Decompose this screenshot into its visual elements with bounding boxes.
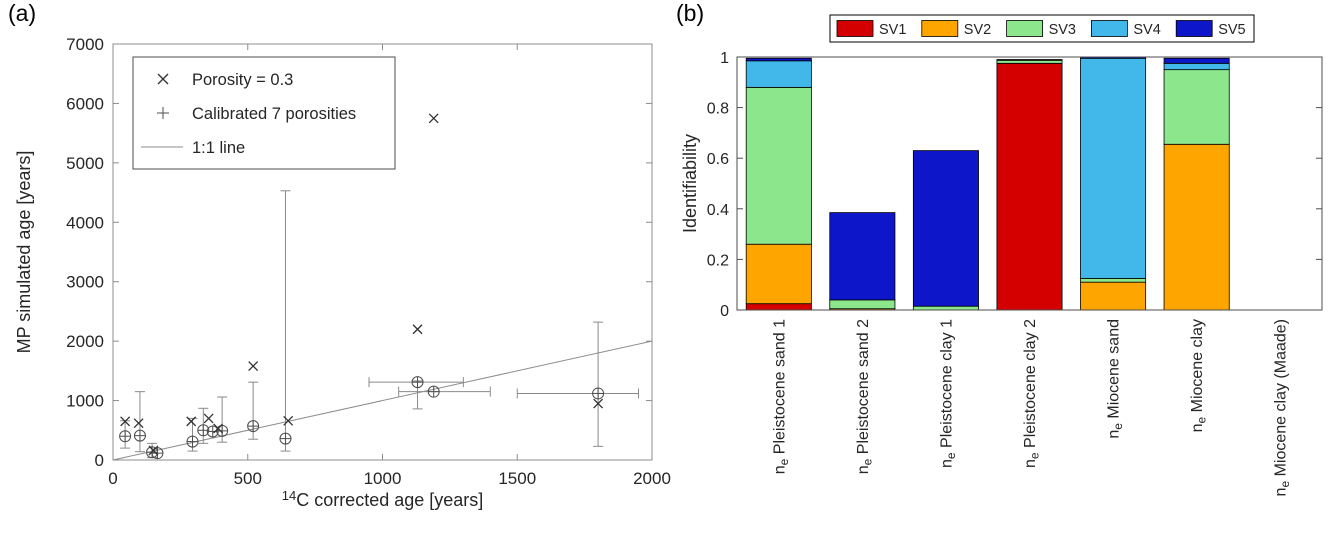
bar-segment-sv1-cat1 [745, 303, 812, 311]
bar-segment-sv5-cat6 [1163, 57, 1230, 64]
y-tick-label: 0 [95, 451, 104, 470]
x-tick-label: 0 [108, 469, 117, 488]
legend-label: Calibrated 7 porosities [192, 105, 356, 123]
x-category-label: ne Miocene sand [1106, 319, 1126, 439]
y-axis-label: Identifiability [680, 134, 700, 233]
x-category-label: ne Pleistocene sand 1 [771, 319, 791, 474]
legend-swatch-sv4 [1090, 20, 1128, 37]
y-tick-label: 0.8 [707, 101, 729, 118]
legend-x-marker [157, 73, 169, 85]
bar-segment-sv4-cat5 [1080, 57, 1147, 279]
bar-segment-sv2-cat5 [1080, 281, 1147, 311]
stacked-bar-panel-b: 0 0.2 0.4 0.6 0.8 1 Identifiability ne Pleistoc… [680, 14, 1323, 496]
bar-segment-sv4-cat1 [745, 60, 812, 88]
y-tick-label: 2000 [66, 332, 104, 351]
y-tick-label: 5000 [66, 154, 104, 173]
y-tick-label: 6000 [66, 94, 104, 113]
porosity-marker-x [283, 415, 294, 426]
x-tick-label: 500 [234, 469, 262, 488]
legend-label: 1:1 line [192, 139, 245, 157]
porosity-marker-x [593, 398, 604, 409]
legend-label: Porosity = 0.3 [192, 71, 293, 89]
bar-segment-sv3-cat2 [829, 299, 896, 310]
legend-swatch-sv3 [1006, 20, 1044, 37]
porosity-marker-x [203, 413, 214, 424]
scatter-plot-panel-a: 0 500 1000 1500 2000 0 1000 2000 3000 4000 5000 600… [14, 35, 671, 510]
panel-b-label: (b) [676, 0, 705, 26]
legend-label: SV4 [1133, 22, 1160, 38]
porosity-marker-x [120, 416, 131, 427]
bar-segment-sv1-cat4 [996, 62, 1063, 311]
bar-segment-sv4-cat6 [1163, 62, 1230, 71]
legend-swatch-sv2 [921, 20, 959, 37]
bar-segment-sv3-cat3 [912, 305, 979, 311]
bar-segment-sv5-cat4 [996, 59, 1063, 61]
bar-segment-sv3-cat1 [745, 86, 812, 245]
y-tick-label: 0.4 [707, 202, 729, 219]
porosity-marker-x [133, 418, 144, 429]
bar-segment-sv3-cat5 [1080, 277, 1147, 283]
porosity-marker-x [412, 324, 423, 335]
bar-segment-sv2-cat1 [745, 243, 812, 305]
y-tick-label: 7000 [66, 35, 104, 54]
porosity-marker-x [186, 416, 197, 427]
porosity-marker-x [428, 113, 439, 124]
y-tick-label: 0.6 [707, 151, 729, 168]
x-tick-label: 2000 [633, 469, 671, 488]
panel-a-label: (a) [8, 0, 37, 26]
y-tick-label: 4000 [66, 213, 104, 232]
y-tick-label: 1 [720, 50, 729, 67]
porosity-marker-x [148, 445, 159, 456]
legend-swatch-sv1 [836, 20, 874, 37]
x-axis-label: 14C corrected age [years] [282, 488, 484, 510]
x-tick-label: 1000 [364, 469, 402, 488]
bar-segment-sv3-cat6 [1163, 69, 1230, 145]
legend-label: SV3 [1049, 22, 1076, 38]
legend-swatch-sv5 [1175, 20, 1213, 37]
y-tick-label: 0.2 [707, 252, 729, 269]
porosity-marker-x [213, 423, 224, 434]
bar-segment-sv3-cat4 [996, 59, 1063, 64]
porosity-marker-x [248, 361, 259, 372]
legend-label: SV1 [879, 22, 906, 38]
y-axis-label: MP simulated age [years] [14, 151, 34, 354]
x-category-label: ne Pleistocene sand 2 [855, 319, 875, 474]
x-category-label: ne Pleistocene clay 2 [1022, 319, 1042, 468]
x-category-label: ne Miocene clay [1189, 319, 1209, 432]
y-tick-label: 3000 [66, 273, 104, 292]
bar-segment-sv5-cat3 [912, 150, 979, 307]
bar-segment-sv2-cat6 [1163, 143, 1230, 311]
y-tick-label: 1000 [66, 392, 104, 411]
bar-segment-sv5-cat1 [745, 57, 812, 62]
legend-box [132, 56, 396, 170]
legend-label: SV5 [1218, 22, 1245, 38]
bar-segment-sv5-cat2 [829, 212, 896, 301]
y-tick-label: 0 [720, 303, 729, 320]
plot-box [736, 56, 1323, 311]
x-category-label: ne Pleistocene clay 1 [938, 319, 958, 468]
x-tick-label: 1500 [498, 469, 536, 488]
x-category-label: ne Miocene clay (Maade) [1273, 319, 1293, 496]
legend-label: SV2 [964, 22, 991, 38]
